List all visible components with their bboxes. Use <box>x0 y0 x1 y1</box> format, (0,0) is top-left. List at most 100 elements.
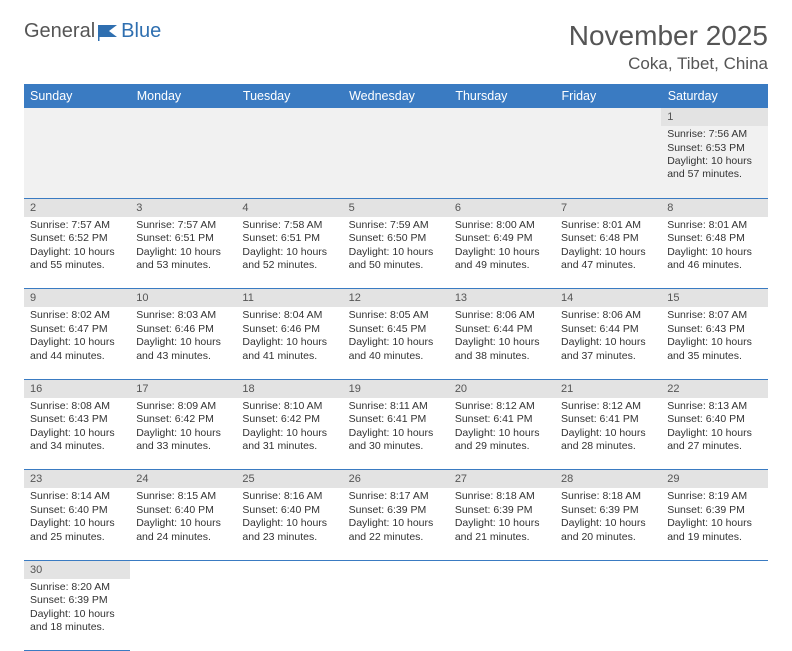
day-number-cell: 25 <box>236 470 342 489</box>
sunset-line: Sunset: 6:47 PM <box>30 323 124 336</box>
day-number-cell <box>449 108 555 126</box>
daylight-line: Daylight: 10 hours and 40 minutes. <box>349 336 443 363</box>
sunrise-line: Sunrise: 8:02 AM <box>30 309 124 322</box>
day-cell-body: Sunrise: 8:19 AMSunset: 6:39 PMDaylight:… <box>661 488 767 548</box>
day-cell: Sunrise: 8:16 AMSunset: 6:40 PMDaylight:… <box>236 488 342 560</box>
daynum-row: 1 <box>24 108 768 126</box>
day-cell: Sunrise: 8:01 AMSunset: 6:48 PMDaylight:… <box>661 217 767 289</box>
day-cell-body: Sunrise: 8:07 AMSunset: 6:43 PMDaylight:… <box>661 307 767 367</box>
daylight-line: Daylight: 10 hours and 55 minutes. <box>30 246 124 273</box>
day-cell-body: Sunrise: 8:18 AMSunset: 6:39 PMDaylight:… <box>555 488 661 548</box>
calendar-week-row: Sunrise: 8:02 AMSunset: 6:47 PM Daylight:… <box>24 307 768 379</box>
daylight-line: Daylight: 10 hours and 35 minutes. <box>667 336 761 363</box>
day-number-cell <box>661 560 767 579</box>
day-cell-body: Sunrise: 7:59 AMSunset: 6:50 PMDaylight:… <box>343 217 449 277</box>
day-number-cell: 5 <box>343 198 449 217</box>
daylight-line: Daylight: 10 hours and 49 minutes. <box>455 246 549 273</box>
sunrise-line: Sunrise: 8:13 AM <box>667 400 761 413</box>
day-cell: Sunrise: 8:10 AMSunset: 6:42 PMDaylight:… <box>236 398 342 470</box>
day-number-cell: 11 <box>236 289 342 308</box>
day-cell-body: Sunrise: 8:18 AMSunset: 6:39 PMDaylight:… <box>449 488 555 548</box>
sunrise-line: Sunrise: 7:57 AM <box>30 219 124 232</box>
daylight-line: Daylight: 10 hours and 27 minutes. <box>667 427 761 454</box>
daylight-line: Daylight: 10 hours and 34 minutes. <box>30 427 124 454</box>
day-cell: Sunrise: 8:06 AMSunset: 6:44 PMDaylight:… <box>555 307 661 379</box>
sunset-line: Sunset: 6:53 PM <box>667 142 761 155</box>
day-cell-body: Sunrise: 8:12 AMSunset: 6:41 PMDaylight:… <box>555 398 661 458</box>
daylight-line: Daylight: 10 hours and 19 minutes. <box>667 517 761 544</box>
weekday-header: Wednesday <box>343 84 449 108</box>
sunrise-line: Sunrise: 8:18 AM <box>561 490 655 503</box>
day-cell-body: Sunrise: 8:03 AMSunset: 6:46 PMDaylight:… <box>130 307 236 367</box>
sunrise-line: Sunrise: 8:03 AM <box>136 309 230 322</box>
day-cell: Sunrise: 8:03 AMSunset: 6:46 PMDaylight:… <box>130 307 236 379</box>
day-cell <box>130 579 236 651</box>
day-number-cell: 6 <box>449 198 555 217</box>
sunrise-line: Sunrise: 8:19 AM <box>667 490 761 503</box>
sunrise-line: Sunrise: 8:17 AM <box>349 490 443 503</box>
sunrise-line: Sunrise: 8:04 AM <box>242 309 336 322</box>
day-cell <box>130 126 236 198</box>
day-cell-body: Sunrise: 7:56 AMSunset: 6:53 PMDaylight:… <box>661 126 767 186</box>
day-cell: Sunrise: 7:59 AMSunset: 6:50 PMDaylight:… <box>343 217 449 289</box>
sunrise-line: Sunrise: 8:12 AM <box>455 400 549 413</box>
day-cell: Sunrise: 8:12 AMSunset: 6:41 PMDaylight:… <box>449 398 555 470</box>
day-cell <box>343 126 449 198</box>
title-block: November 2025 Coka, Tibet, China <box>569 20 768 74</box>
sunset-line: Sunset: 6:51 PM <box>136 232 230 245</box>
sunrise-line: Sunrise: 8:08 AM <box>30 400 124 413</box>
day-cell: Sunrise: 7:57 AMSunset: 6:52 PMDaylight:… <box>24 217 130 289</box>
daylight-line: Daylight: 10 hours and 38 minutes. <box>455 336 549 363</box>
daylight-line: Daylight: 10 hours and 23 minutes. <box>242 517 336 544</box>
sunset-line: Sunset: 6:42 PM <box>136 413 230 426</box>
day-cell: Sunrise: 8:12 AMSunset: 6:41 PMDaylight:… <box>555 398 661 470</box>
day-cell: Sunrise: 8:04 AMSunset: 6:46 PMDaylight:… <box>236 307 342 379</box>
day-cell: Sunrise: 8:11 AMSunset: 6:41 PMDaylight:… <box>343 398 449 470</box>
calendar-week-row: Sunrise: 7:57 AMSunset: 6:52 PMDaylight:… <box>24 217 768 289</box>
sunrise-line: Sunrise: 8:01 AM <box>561 219 655 232</box>
calendar-week-row: Sunrise: 7:56 AMSunset: 6:53 PMDaylight:… <box>24 126 768 198</box>
daylight-line: Daylight: 10 hours and 57 minutes. <box>667 155 761 182</box>
sunset-line: Sunset: 6:49 PM <box>455 232 549 245</box>
sunset-line: Sunset: 6:48 PM <box>561 232 655 245</box>
day-cell: Sunrise: 8:01 AMSunset: 6:48 PMDaylight:… <box>555 217 661 289</box>
day-number-cell: 22 <box>661 379 767 398</box>
day-cell-body: Sunrise: 8:08 AMSunset: 6:43 PMDaylight:… <box>24 398 130 458</box>
sunrise-line: Sunrise: 8:05 AM <box>349 309 443 322</box>
day-number-cell: 4 <box>236 198 342 217</box>
daynum-row: 2345678 <box>24 198 768 217</box>
daylight-line: Daylight: 10 hours and 37 minutes. <box>561 336 655 363</box>
sunset-line: Sunset: 6:44 PM <box>455 323 549 336</box>
day-number-cell: 20 <box>449 379 555 398</box>
sunset-line: Sunset: 6:39 PM <box>561 504 655 517</box>
day-number-cell: 15 <box>661 289 767 308</box>
sunrise-line: Sunrise: 7:59 AM <box>349 219 443 232</box>
page-title: November 2025 <box>569 20 768 52</box>
sunset-line: Sunset: 6:39 PM <box>667 504 761 517</box>
daylight-line: Daylight: 10 hours and 24 minutes. <box>136 517 230 544</box>
day-number-cell <box>236 560 342 579</box>
sunset-line: Sunset: 6:42 PM <box>242 413 336 426</box>
day-number-cell <box>236 108 342 126</box>
sunrise-line: Sunrise: 8:09 AM <box>136 400 230 413</box>
weekday-header-row: SundayMondayTuesdayWednesdayThursdayFrid… <box>24 84 768 108</box>
sunrise-line: Sunrise: 7:56 AM <box>667 128 761 141</box>
day-cell <box>236 579 342 651</box>
daynum-row: 9101112131415 <box>24 289 768 308</box>
daylight-line: Daylight: 10 hours and 28 minutes. <box>561 427 655 454</box>
day-number-cell: 21 <box>555 379 661 398</box>
day-cell-body: Sunrise: 8:01 AMSunset: 6:48 PMDaylight:… <box>555 217 661 277</box>
day-cell <box>555 579 661 651</box>
sunset-line: Sunset: 6:41 PM <box>561 413 655 426</box>
day-cell <box>449 579 555 651</box>
day-number-cell <box>555 108 661 126</box>
day-cell: Sunrise: 8:17 AMSunset: 6:39 PMDaylight:… <box>343 488 449 560</box>
daynum-row: 30 <box>24 560 768 579</box>
sunrise-line: Sunrise: 8:12 AM <box>561 400 655 413</box>
sunset-line: Sunset: 6:39 PM <box>349 504 443 517</box>
day-cell-body: Sunrise: 8:06 AMSunset: 6:44 PMDaylight:… <box>449 307 555 367</box>
sunrise-line: Sunrise: 8:11 AM <box>349 400 443 413</box>
day-number-cell: 14 <box>555 289 661 308</box>
day-number-cell: 9 <box>24 289 130 308</box>
sunset-line: Sunset: 6:39 PM <box>30 594 124 607</box>
